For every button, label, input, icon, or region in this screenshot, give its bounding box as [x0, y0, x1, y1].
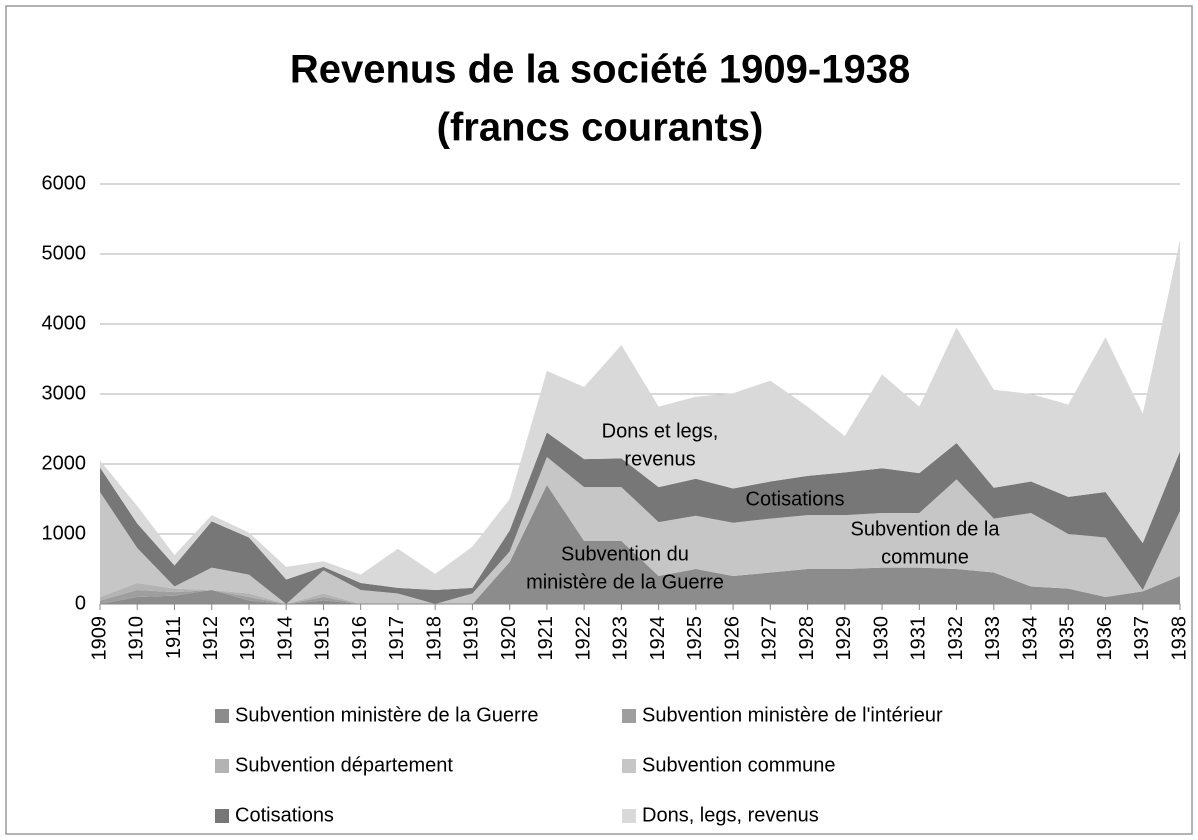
legend-label: Subvention commune: [642, 754, 835, 776]
legend-swatch: [622, 759, 636, 773]
x-tick-label: 1924: [647, 616, 669, 661]
x-tick-label: 1922: [572, 616, 594, 661]
annotation: Dons et legs,: [602, 420, 719, 442]
legend-swatch: [622, 809, 636, 823]
legend-swatch: [215, 759, 229, 773]
y-tick-label: 4000: [42, 312, 87, 334]
y-tick-label: 3000: [42, 382, 87, 404]
legend-label: Subvention ministère de la Guerre: [235, 704, 539, 726]
legend-swatch: [215, 709, 229, 723]
annotation: Cotisations: [746, 488, 845, 510]
x-tick-label: 1921: [535, 616, 557, 661]
area: [100, 457, 1180, 604]
annotation: revenus: [624, 448, 695, 470]
x-tick-label: 1912: [200, 616, 222, 661]
x-tick-label: 1914: [274, 616, 296, 661]
x-tick-label: 1915: [312, 616, 334, 661]
x-tick-label: 1911: [163, 616, 185, 659]
legend-swatch: [215, 809, 229, 823]
legend-swatch: [622, 709, 636, 723]
x-tick-label: 1935: [1057, 616, 1079, 661]
x-tick-label: 1913: [237, 616, 259, 661]
x-tick-label: 1909: [88, 616, 110, 661]
annotation: Subvention du: [561, 543, 689, 565]
area: [100, 432, 1180, 604]
annotation: ministère de la Guerre: [526, 571, 724, 593]
x-tick-label: 1920: [498, 616, 520, 661]
x-tick-label: 1930: [870, 616, 892, 661]
x-tick-label: 1937: [1131, 616, 1153, 661]
x-tick-label: 1910: [126, 616, 148, 661]
x-tick-label: 1917: [386, 616, 408, 661]
legend-label: Subvention département: [235, 754, 453, 776]
x-tick-label: 1931: [908, 616, 930, 661]
legend-label: Cotisations: [235, 804, 334, 826]
x-tick-label: 1936: [1094, 616, 1116, 661]
y-tick-label: 2000: [42, 452, 87, 474]
x-tick-label: 1938: [1168, 616, 1190, 661]
x-tick-label: 1929: [833, 616, 855, 661]
annotation: commune: [881, 546, 969, 568]
chart-title: Revenus de la société 1909-1938: [290, 48, 910, 92]
x-tick-label: 1923: [610, 616, 632, 661]
x-tick-label: 1932: [945, 616, 967, 661]
area: [100, 485, 1180, 604]
x-tick-label: 1927: [759, 616, 781, 661]
area: [100, 240, 1180, 590]
legend-label: Subvention ministère de l'intérieur: [642, 704, 943, 726]
y-tick-label: 0: [75, 592, 86, 614]
y-tick-label: 5000: [42, 242, 87, 264]
chart-subtitle: (francs courants): [437, 106, 764, 150]
annotation: Subvention de la: [850, 518, 1000, 540]
y-tick-label: 6000: [42, 172, 87, 194]
x-tick-label: 1919: [461, 616, 483, 661]
x-tick-label: 1933: [982, 616, 1004, 661]
x-tick-label: 1918: [423, 616, 445, 661]
x-tick-label: 1934: [1019, 616, 1041, 661]
x-tick-label: 1928: [796, 616, 818, 661]
x-tick-label: 1926: [721, 616, 743, 661]
legend-label: Dons, legs, revenus: [642, 804, 819, 826]
x-tick-label: 1916: [349, 616, 371, 661]
y-tick-label: 1000: [42, 522, 87, 544]
x-tick-label: 1925: [684, 616, 706, 661]
